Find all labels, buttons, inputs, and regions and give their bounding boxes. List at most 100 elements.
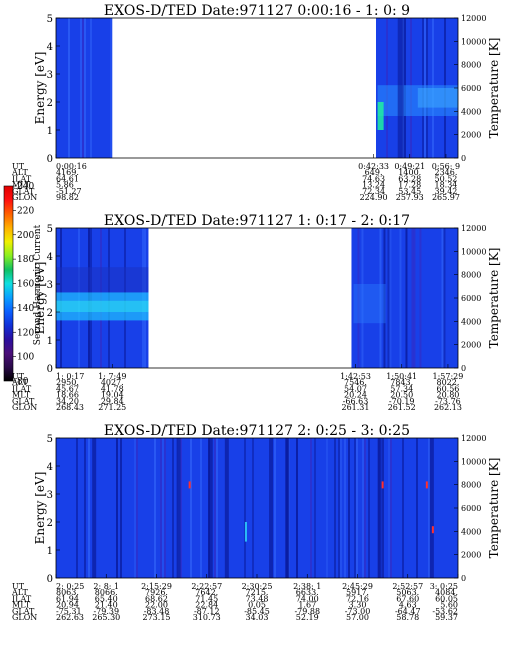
orbit-value: 268.43	[56, 403, 84, 412]
orbit-value: 2:22:57	[191, 582, 222, 591]
orbit-value: 52.19	[296, 613, 319, 622]
y-tick-label: 5	[47, 224, 53, 235]
colorbar-ticks: 80 100 120 140 160 180 200 220 240	[13, 182, 34, 387]
orbit-value: 2: 0:25	[56, 582, 84, 591]
y2-tick-label: 6000	[461, 84, 481, 93]
y-axis-label: Energy [eV]	[33, 472, 47, 545]
y2-tick-label: 6000	[461, 294, 481, 303]
orbit-value: -83.48	[144, 607, 170, 616]
orbit-value: 7546.	[344, 378, 367, 387]
orbit-value: 4.63	[399, 601, 417, 610]
orbit-value: 1: 7:49	[98, 372, 126, 381]
y-tick-label: 3	[47, 280, 53, 291]
orbit-value: 60.56	[436, 384, 459, 393]
panel-2: EXOS-D/TED Date:971127 1: 0:17 - 2: 0:17…	[11, 213, 501, 412]
orbit-value: 53.45	[398, 187, 421, 196]
orbit-row-label: GLON	[12, 403, 37, 412]
orbit-value: 257.93	[396, 193, 424, 202]
orbit-value: 4169.	[56, 168, 79, 177]
orbit-value: 5063.	[396, 588, 419, 597]
data-block	[351, 228, 458, 368]
orbit-value: 18.34	[434, 181, 457, 190]
y-tick-label: 4	[47, 252, 53, 263]
y-tick-label: 1	[47, 126, 53, 137]
orbit-value: 224.90	[360, 193, 388, 202]
orbit-row-label: GLON	[12, 193, 37, 202]
orbit-value: 50.52	[434, 174, 457, 183]
red-spot	[425, 481, 428, 489]
orbit-value: 0:56: 9	[432, 162, 460, 171]
orbit-row-label: MLT	[12, 601, 31, 610]
orbit-value: -85.45	[244, 607, 270, 616]
colorbar-tick-label: 180	[17, 255, 34, 265]
orbit-value: 22.84	[195, 601, 218, 610]
panel-3: EXOS-D/TED Date:971127 2: 0:25 - 3: 0:25…	[11, 423, 501, 622]
orbit-value: -87.12	[194, 607, 220, 616]
orbit-value: 1:57:29	[433, 372, 464, 381]
y-tick-label: 2	[47, 308, 53, 319]
data-block	[56, 438, 458, 578]
orbit-value: 98.82	[56, 193, 79, 202]
orbit-row-label: GLON	[12, 613, 37, 622]
orbit-value: 71.45	[195, 594, 218, 603]
red-spot	[381, 481, 384, 489]
y-tick-label: 4	[47, 42, 53, 53]
orbit-value: 273.15	[143, 613, 171, 622]
y-tick-label: 5	[47, 14, 53, 25]
y-axis-label: Energy [eV]	[33, 52, 47, 125]
orbit-value: 19.04	[101, 391, 124, 400]
orbit-row-label: GLAT	[12, 187, 35, 196]
red-spot	[431, 526, 434, 534]
colorbar-tick-label: 140	[17, 304, 34, 314]
orbit-value: 54.07	[344, 384, 367, 393]
orbit-value: 5.60	[440, 601, 458, 610]
y-tick-label: 0	[47, 574, 53, 585]
orbit-value: 1.67	[298, 601, 316, 610]
y2-tick-label: 6000	[461, 504, 481, 513]
orbit-value: 6633.	[296, 588, 319, 597]
y-axis-label: Energy [eV]	[33, 262, 47, 335]
orbit-row-label: ILAT	[12, 384, 32, 393]
colorbar-tick-label: 200	[17, 231, 34, 241]
orbit-value: 57.34	[390, 384, 413, 393]
orbit-value: 1: 0:17	[56, 372, 84, 381]
y2-tick-label: 12000	[461, 224, 486, 233]
orbit-value: 2:45:29	[342, 582, 373, 591]
orbit-value: 68.62	[145, 594, 168, 603]
y-tick-label: 2	[47, 98, 53, 109]
y2-tick-label: 2000	[461, 551, 481, 560]
orbit-value: 45.67	[56, 384, 79, 393]
orbit-value: 34.03	[246, 613, 269, 622]
orbit-value: 57.00	[346, 613, 369, 622]
orbit-value: 2:15:29	[141, 582, 172, 591]
orbit-row-label: GLAT	[12, 607, 35, 616]
orbit-value: 4084.	[435, 588, 458, 597]
orbit-value: 649.	[365, 168, 383, 177]
orbit-value: 7215.	[246, 588, 269, 597]
orbit-value: -75.31	[56, 607, 82, 616]
y-tick-label: 0	[47, 154, 53, 165]
orbit-value: 72.34	[362, 187, 385, 196]
orbit-value: 262.13	[434, 403, 462, 412]
panel-title: EXOS-D/TED Date:971127 0:00:16 - 1: 0: 9	[104, 3, 410, 19]
y2-tick-label: 0	[461, 154, 466, 163]
y-tick-label: 0	[47, 364, 53, 375]
y-tick-label: 2	[47, 518, 53, 529]
orbit-value: 0:49:21	[394, 162, 425, 171]
orbit-value: 41.78	[101, 384, 124, 393]
orbit-value: 34.20	[56, 397, 79, 406]
y-tick-label: 5	[47, 434, 53, 445]
orbit-row-label: ALT	[11, 378, 28, 387]
orbit-row-label: MLT	[12, 181, 31, 190]
y-tick-label: 3	[47, 70, 53, 81]
orbit-row-label: MLT	[12, 391, 31, 400]
orbit-row-label: UT	[12, 372, 25, 381]
orbit-value: 1:50:41	[386, 372, 417, 381]
colorbar-tick-label: 100	[17, 353, 34, 363]
orbit-value: 7843.	[390, 378, 413, 387]
orbit-value: -73.00	[345, 607, 371, 616]
orbit-value: 67.60	[396, 594, 419, 603]
orbit-value: 2:30:25	[242, 582, 273, 591]
spectrogram	[56, 228, 458, 368]
